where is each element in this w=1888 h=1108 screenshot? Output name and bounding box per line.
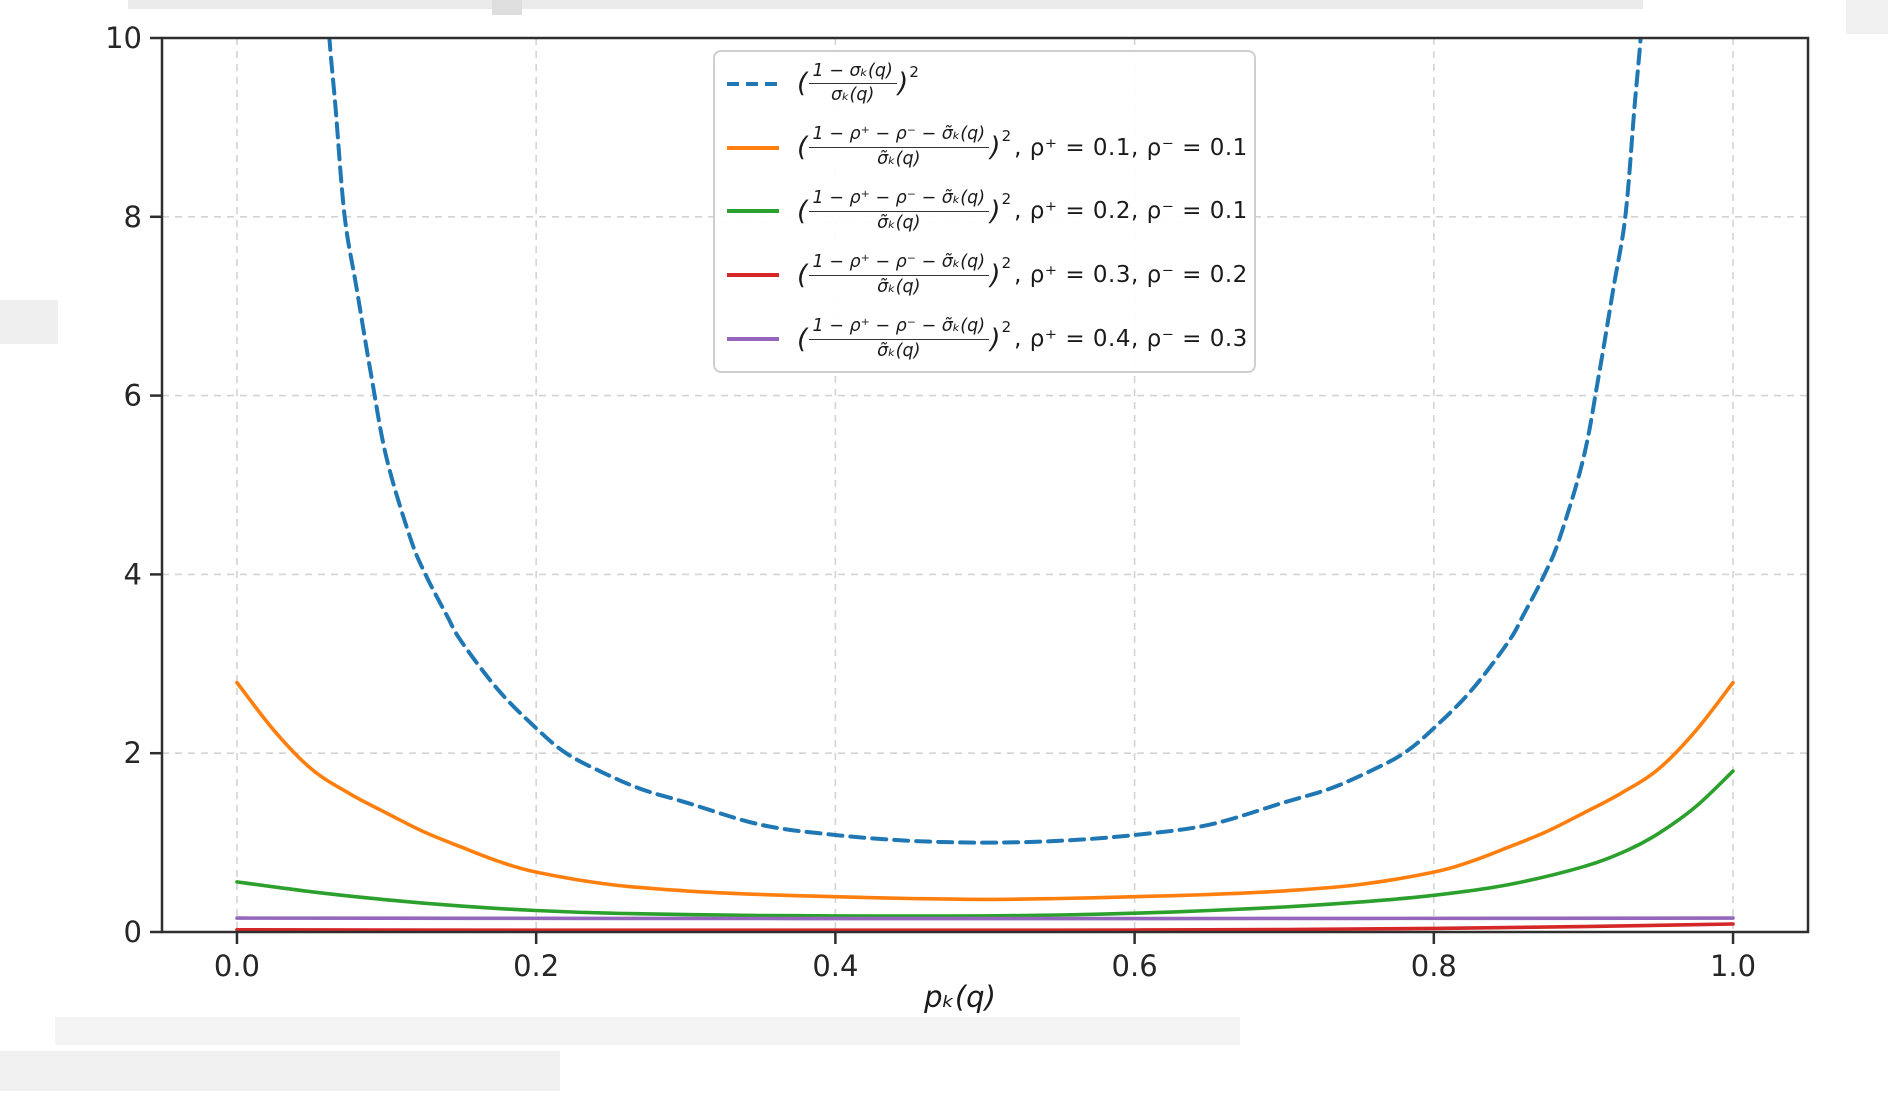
lparen: ( xyxy=(797,323,808,355)
exponent: 2 xyxy=(1001,190,1012,209)
fraction-denominator: σ̃ₖ(q) xyxy=(877,149,921,170)
rparen: ) xyxy=(990,195,1001,227)
legend-params: , ρ⁺ = 0.1, ρ⁻ = 0.1 xyxy=(1014,134,1248,161)
x-tick-label: 0.6 xyxy=(1112,949,1158,983)
curve-series-1 xyxy=(235,680,1735,902)
curves xyxy=(235,38,1735,932)
y-tick-label: 2 xyxy=(124,736,142,770)
legend-line-sample xyxy=(727,273,779,278)
legend-params: , ρ⁺ = 0.4, ρ⁻ = 0.3 xyxy=(1014,326,1248,353)
lparen: ( xyxy=(797,68,808,100)
legend-item-rho-02-01: ( 1 − ρ⁺ − ρ⁻ − σ̃ₖ(q) σ̃ₖ(q) ) 2 , ρ⁺ =… xyxy=(715,180,1254,244)
fraction-denominator: σₖ(q) xyxy=(831,85,875,106)
legend-item-rho-01-01: ( 1 − ρ⁺ − ρ⁻ − σ̃ₖ(q) σ̃ₖ(q) ) 2 , ρ⁺ =… xyxy=(715,116,1254,180)
legend-item-rho-04-03: ( 1 − ρ⁺ − ρ⁻ − σ̃ₖ(q) σ̃ₖ(q) ) 2 , ρ⁺ =… xyxy=(715,307,1254,371)
y-tick-label: 0 xyxy=(124,915,142,949)
lparen: ( xyxy=(797,195,808,227)
axes-frame xyxy=(160,36,1810,934)
lparen: ( xyxy=(797,132,808,164)
legend-params: , ρ⁺ = 0.2, ρ⁻ = 0.1 xyxy=(1014,198,1248,225)
exponent: 2 xyxy=(1001,126,1012,145)
rparen: ) xyxy=(990,132,1001,164)
curve-series-0 xyxy=(327,38,1643,845)
axis-tick-labels: 0.0 0.2 0.4 0.6 0.8 1.0 0 2 4 6 8 10 xyxy=(105,21,1756,983)
fraction-numerator: 1 − σₖ(q) xyxy=(808,61,897,85)
x-tick-label: 1.0 xyxy=(1710,949,1756,983)
x-axis-label: pₖ(q) xyxy=(924,980,996,1014)
x-tick-label: 0.4 xyxy=(812,949,858,983)
axis-ticks xyxy=(150,36,1735,944)
rparen: ) xyxy=(990,259,1001,291)
legend-formula: ( 1 − ρ⁺ − ρ⁻ − σ̃ₖ(q) σ̃ₖ(q) ) 2 , ρ⁺ =… xyxy=(797,316,1248,363)
fraction-numerator: 1 − ρ⁺ − ρ⁻ − σ̃ₖ(q) xyxy=(808,188,990,212)
fraction-denominator: σ̃ₖ(q) xyxy=(877,212,921,233)
exponent: 2 xyxy=(1001,318,1012,337)
lparen: ( xyxy=(797,259,808,291)
x-tick-label: 0.0 xyxy=(214,949,260,983)
legend-line-sample xyxy=(727,145,779,150)
y-tick-label: 4 xyxy=(124,557,142,591)
fraction: 1 − ρ⁺ − ρ⁻ − σ̃ₖ(q) σ̃ₖ(q) xyxy=(808,252,990,299)
legend-formula: ( 1 − ρ⁺ − ρ⁻ − σ̃ₖ(q) σ̃ₖ(q) ) 2 , ρ⁺ =… xyxy=(797,252,1248,299)
curve-series-2 xyxy=(235,769,1735,918)
legend-formula: ( 1 − ρ⁺ − ρ⁻ − σ̃ₖ(q) σ̃ₖ(q) ) 2 , ρ⁺ =… xyxy=(797,188,1248,235)
legend-params: , ρ⁺ = 0.3, ρ⁻ = 0.2 xyxy=(1014,262,1248,289)
legend-line-sample xyxy=(727,209,779,214)
y-tick-label: 6 xyxy=(124,379,142,413)
fraction: 1 − σₖ(q) σₖ(q) xyxy=(808,61,897,108)
x-tick-label: 0.2 xyxy=(513,949,559,983)
fraction-denominator: σ̃ₖ(q) xyxy=(877,276,921,297)
legend-item-sigma: ( 1 − σₖ(q) σₖ(q) ) 2 xyxy=(715,52,1254,116)
exponent: 2 xyxy=(909,62,919,81)
legend-item-rho-03-02: ( 1 − ρ⁺ − ρ⁻ − σ̃ₖ(q) σ̃ₖ(q) ) 2 , ρ⁺ =… xyxy=(715,243,1254,307)
fraction-denominator: σ̃ₖ(q) xyxy=(877,340,921,361)
fraction: 1 − ρ⁺ − ρ⁻ − σ̃ₖ(q) σ̃ₖ(q) xyxy=(808,188,990,235)
legend: ( 1 − σₖ(q) σₖ(q) ) 2 ( 1 − ρ⁺ − ρ⁻ − σ̃… xyxy=(713,50,1256,373)
curve-series-4 xyxy=(235,916,1735,921)
legend-line-sample xyxy=(727,81,779,86)
rparen: ) xyxy=(897,68,909,100)
fraction-numerator: 1 − ρ⁺ − ρ⁻ − σ̃ₖ(q) xyxy=(808,124,990,149)
x-tick-label: 0.8 xyxy=(1411,949,1457,983)
fraction-numerator: 1 − ρ⁺ − ρ⁻ − σ̃ₖ(q) xyxy=(808,252,990,276)
rparen: ) xyxy=(990,323,1001,355)
legend-formula: ( 1 − σₖ(q) σₖ(q) ) 2 xyxy=(797,61,922,108)
y-tick-label: 8 xyxy=(124,200,142,234)
legend-line-sample xyxy=(727,337,779,342)
y-tick-label: 10 xyxy=(105,21,142,55)
fraction-numerator: 1 − ρ⁺ − ρ⁻ − σ̃ₖ(q) xyxy=(808,316,990,340)
legend-formula: ( 1 − ρ⁺ − ρ⁻ − σ̃ₖ(q) σ̃ₖ(q) ) 2 , ρ⁺ =… xyxy=(797,124,1248,171)
fraction: 1 − ρ⁺ − ρ⁻ − σ̃ₖ(q) σ̃ₖ(q) xyxy=(808,124,990,171)
fraction: 1 − ρ⁺ − ρ⁻ − σ̃ₖ(q) σ̃ₖ(q) xyxy=(808,316,990,363)
exponent: 2 xyxy=(1001,254,1012,273)
curve-series-3 xyxy=(235,922,1735,932)
